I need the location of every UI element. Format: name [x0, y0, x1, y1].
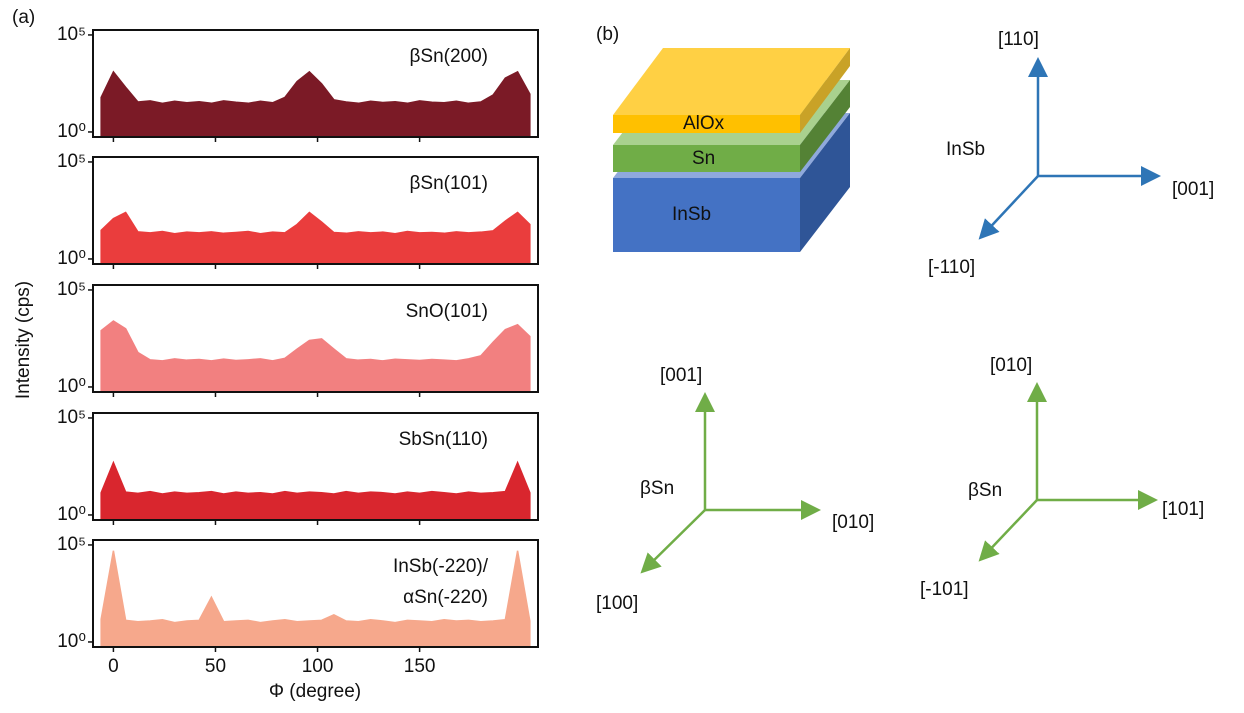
axis-direction: [-101] [920, 579, 969, 600]
arrow [978, 499, 1038, 562]
axis-direction: [101] [1162, 499, 1204, 520]
axis-direction: [110] [998, 29, 1039, 50]
layer-label: InSb [672, 204, 711, 225]
series-label: βSn(101) [409, 173, 488, 194]
series-label: αSn(-220) [403, 587, 488, 608]
layer-side [800, 48, 850, 133]
axis-direction: [010] [990, 355, 1032, 376]
series-label: InSb(-220)/ [393, 556, 489, 577]
x-tick-label: 0 [108, 656, 119, 677]
axis-direction: [100] [596, 593, 638, 614]
series-label: SbSn(110) [399, 429, 488, 450]
axis-name: βSn [968, 480, 1002, 501]
axis-direction: [010] [832, 512, 874, 533]
y-tick-label: 10⁰ [57, 504, 86, 525]
axes [640, 392, 821, 574]
area [100, 70, 531, 138]
plot-frame [92, 539, 539, 648]
layer-side [800, 113, 850, 252]
plot-frame [92, 156, 539, 265]
y-tick-label: 10⁵ [57, 24, 86, 45]
y-tick-label: 10⁵ [57, 279, 86, 300]
y-tick-label: 10⁵ [57, 534, 86, 555]
x-axis-label: Φ (degree) [269, 681, 361, 702]
y-axis-label: Intensity (cps) [13, 281, 34, 399]
axes [978, 57, 1161, 240]
layer-front [613, 178, 800, 252]
y-tick-label: 10⁰ [57, 631, 86, 652]
x-tick-label: 100 [302, 656, 334, 677]
axis-direction: [-110] [928, 257, 975, 278]
layer-label: AlOx [683, 113, 725, 134]
x-tick-label: 50 [205, 656, 226, 677]
plot-frame [92, 284, 539, 393]
area [100, 550, 531, 648]
arrow [640, 509, 706, 574]
y-tick-label: 10⁰ [57, 121, 86, 142]
y-tick-label: 10⁵ [57, 151, 86, 172]
area [100, 460, 531, 521]
y-tick-label: 10⁵ [57, 407, 86, 428]
x-tick-label: 150 [404, 656, 436, 677]
panel-label: (a) [12, 7, 35, 28]
axis-direction: [001] [1172, 179, 1214, 200]
layer-label: Sn [692, 148, 715, 169]
axes [978, 382, 1158, 562]
axis-name: βSn [640, 478, 674, 499]
layer-side [800, 80, 850, 172]
panel-label: (b) [596, 24, 619, 45]
area [100, 211, 531, 265]
layer-top [613, 48, 850, 115]
arrow [978, 175, 1039, 240]
layer-stack: AlOx Sn InSb [613, 48, 850, 252]
axis-direction: [001] [660, 365, 702, 386]
layer-front [613, 115, 800, 133]
axis-name: InSb [946, 139, 985, 160]
plot-frame [92, 29, 539, 138]
y-tick-label: 10⁰ [57, 376, 86, 397]
layer-front [613, 145, 800, 172]
series-label: βSn(200) [409, 46, 488, 67]
series-label: SnO(101) [406, 301, 488, 322]
area [100, 320, 531, 393]
y-tick-label: 10⁰ [57, 248, 86, 269]
plot-frame [92, 412, 539, 521]
